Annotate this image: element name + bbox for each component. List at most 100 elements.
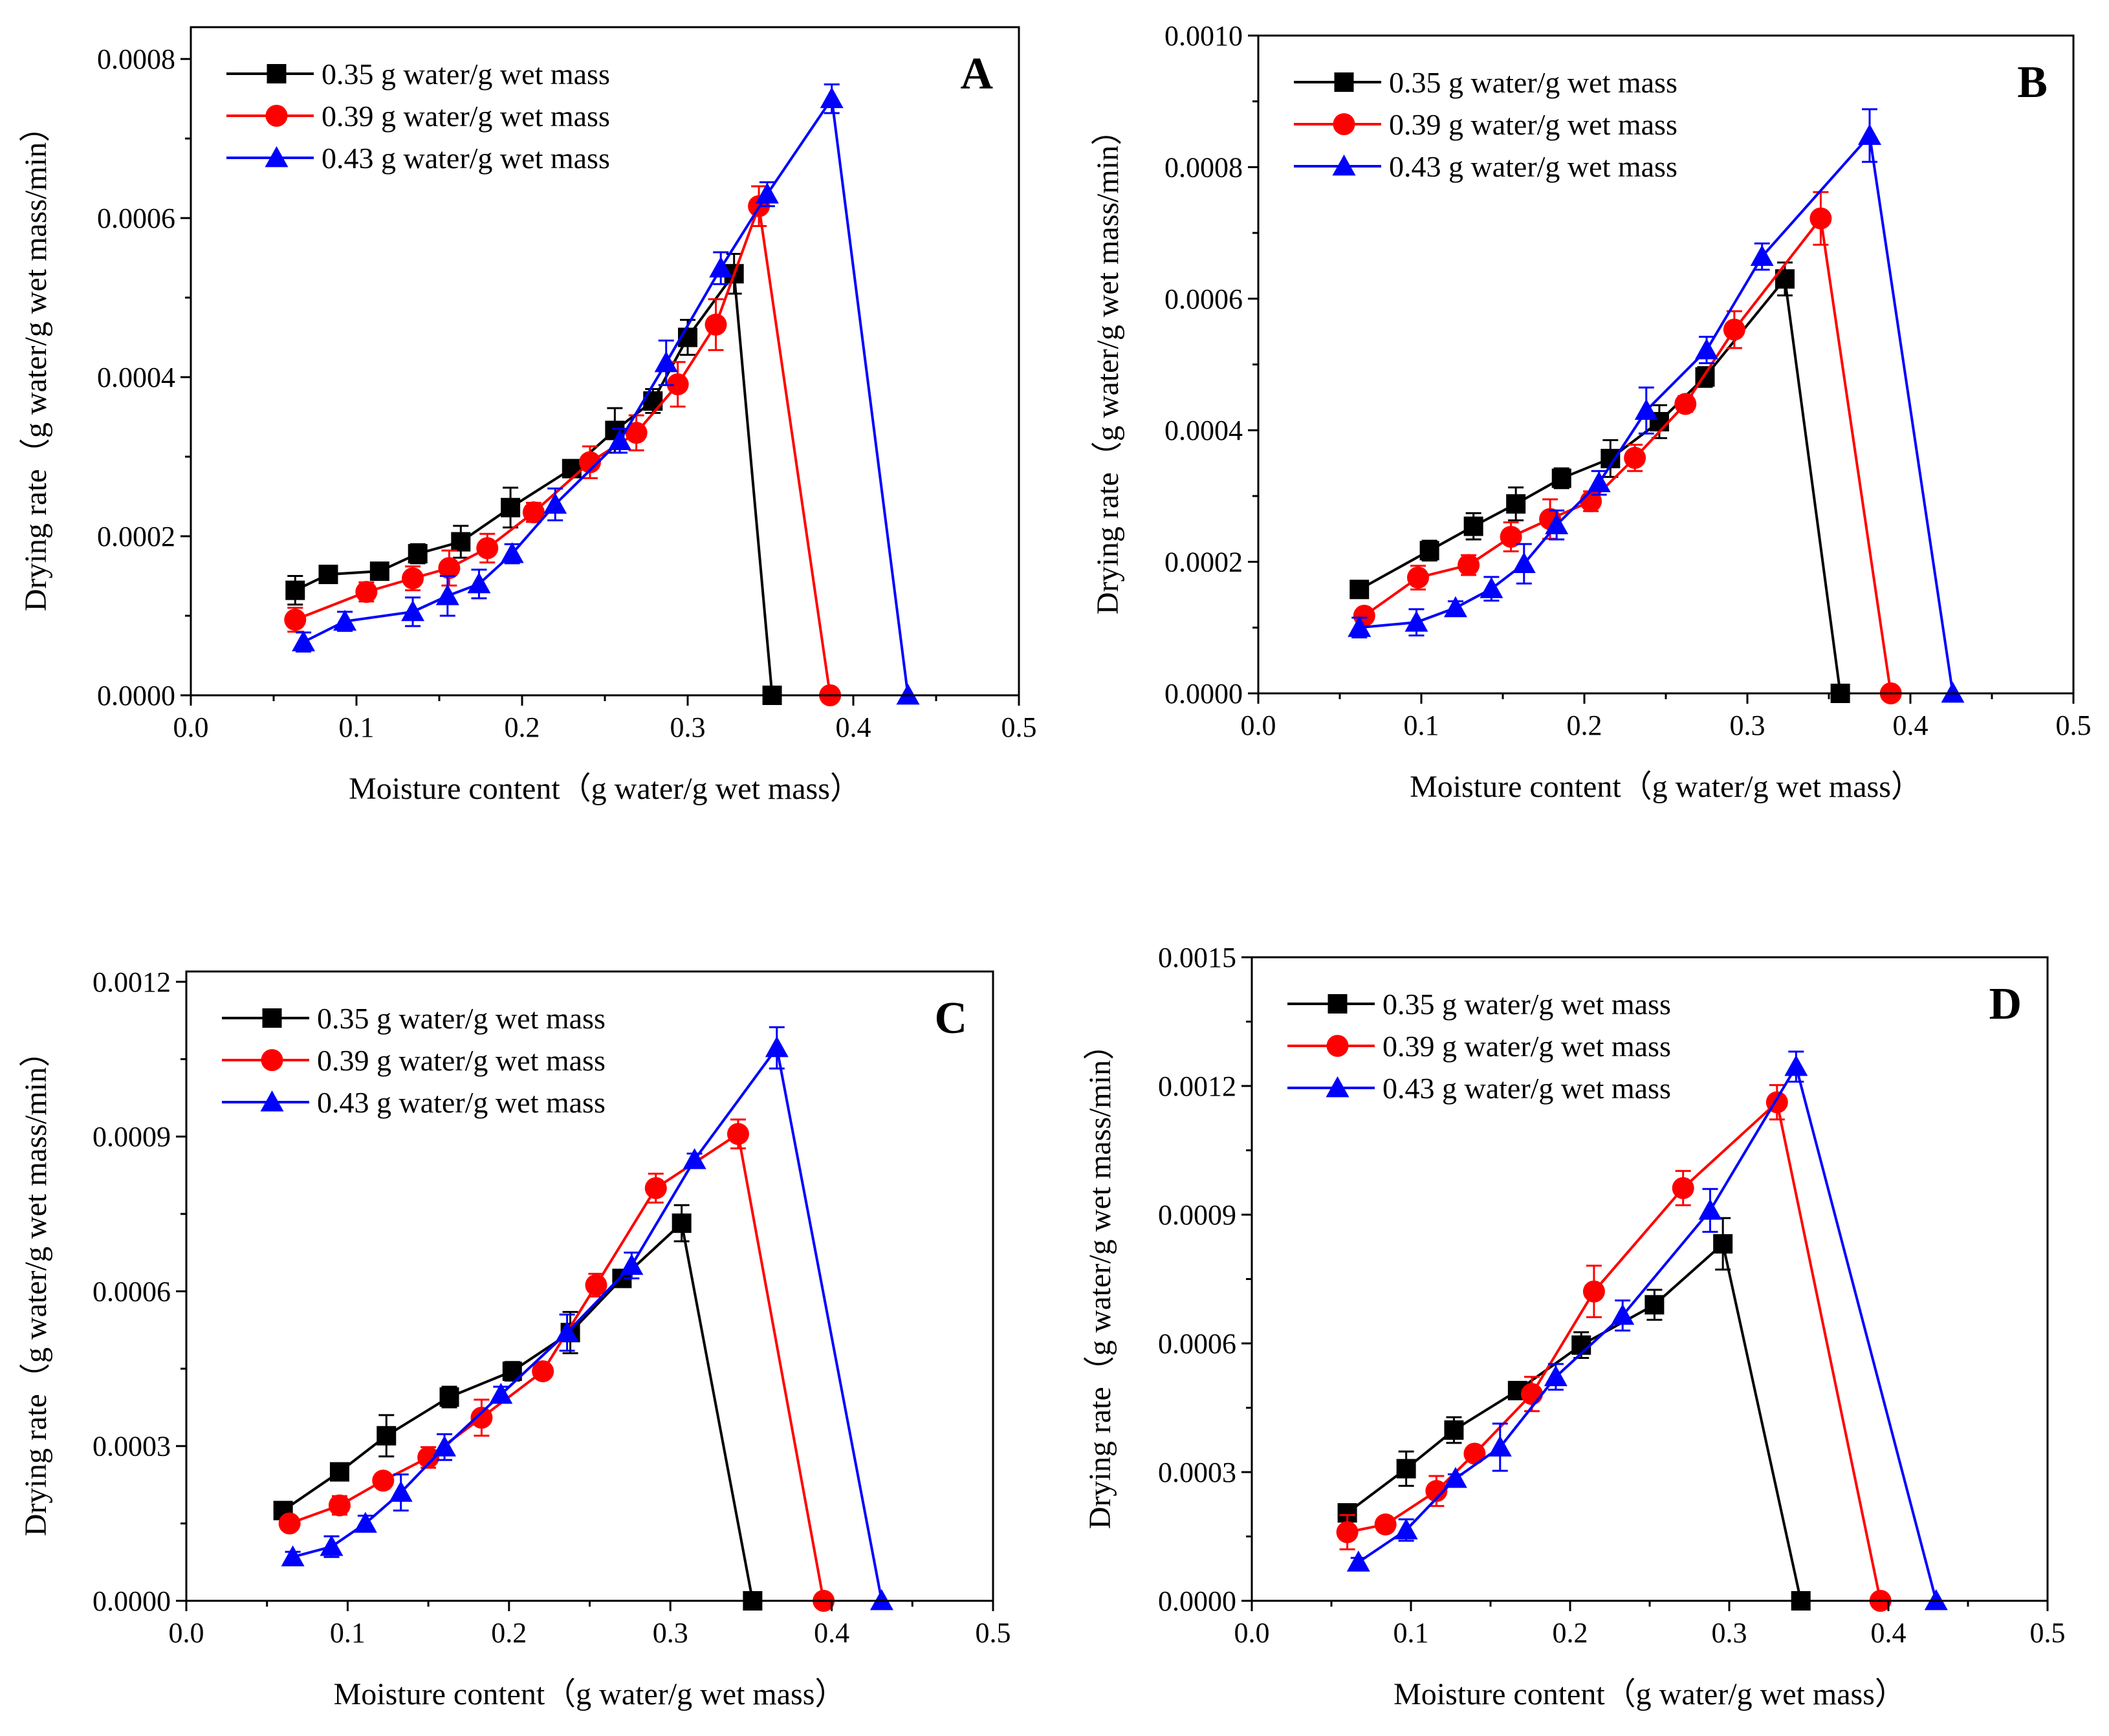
panel-d-label: D — [1989, 979, 2022, 1029]
panel-b-series-043-point-0 — [1348, 616, 1371, 637]
panel-b-series-039-point-3 — [1500, 525, 1522, 548]
panel-b-x-tick-label-0: 0.0 — [1241, 710, 1276, 741]
panel-a-legend-entry-043: 0.43 g water/g wet mass — [226, 142, 610, 175]
panel-c-series-035-line — [282, 1221, 754, 1601]
panel-a-legend-text-043: 0.43 g water/g wet mass — [322, 142, 610, 175]
panel-a-x-tick-label-1: 0.1 — [339, 711, 375, 743]
panel-c-series-043-point-8 — [683, 1148, 706, 1169]
panel-b-y-tick-label-4: 0.0008 — [1164, 151, 1243, 183]
panel-c-series-043-point-3 — [389, 1481, 413, 1502]
panel-b-legend-entry-043: 0.43 g water/g wet mass — [1294, 150, 1677, 183]
panel-a-series-043-point-10 — [755, 182, 779, 204]
panel-c-y-tick-label-2: 0.0006 — [93, 1275, 171, 1307]
panel-a-series-043-point-5 — [500, 542, 524, 563]
panel-a-series-039-point-3 — [438, 557, 461, 580]
panel-b-legend-marker-043-shape — [1332, 155, 1356, 176]
panel-d-series-043-line — [1357, 1063, 1938, 1601]
panel-d-x-tick-label-3: 0.3 — [1712, 1617, 1747, 1649]
panel-d-x-tick-label-2: 0.2 — [1553, 1617, 1588, 1649]
panel-c-series-035-point-2 — [377, 1426, 397, 1446]
panel-d-series-043-point-5 — [1611, 1303, 1635, 1325]
panel-d-legend-text-043: 0.43 g water/g wet mass — [1382, 1072, 1671, 1105]
panel-a-legend-marker-043-shape — [265, 146, 289, 168]
panel-d-series-039-point-2 — [1425, 1480, 1448, 1503]
panel-d: 0.0 0.1 0.2 0.3 0.4 0.5 0.0000 0.0003 0.0006 0.00… — [1083, 942, 2066, 1711]
panel-c-y-axis-title: Drying rate（g water/g wet mass/min） — [19, 1036, 53, 1536]
panel-d-series-035-point-5 — [1645, 1295, 1665, 1315]
panel-d-series-035-point-1 — [1396, 1459, 1416, 1479]
panel-d-series-039-point-3 — [1463, 1442, 1486, 1465]
panel-b-series-039-point-6 — [1624, 446, 1646, 469]
panel-b-series-043-point-7 — [1634, 398, 1658, 420]
panel-a-series-039-point-4 — [476, 537, 499, 559]
panel-a-legend-text-039: 0.39 g water/g wet mass — [322, 100, 610, 133]
panel-b-y-tick-label-5: 0.0010 — [1164, 20, 1243, 52]
panel-b-series-043-point-6 — [1587, 471, 1611, 492]
panel-a: 0.0 0.1 0.2 0.3 0.4 0.5 0.0000 0.0002 0.0004 0.00… — [19, 26, 1037, 806]
panel-d-y-tick-label-3: 0.0009 — [1158, 1199, 1236, 1231]
panel-c-y-tick-label-1: 0.0003 — [93, 1431, 171, 1462]
panel-a-series-039-point-7 — [625, 422, 648, 444]
panel-c-y-tick-label-3: 0.0009 — [93, 1121, 171, 1153]
panel-d-ticks: 0.0 0.1 0.2 0.3 0.4 0.5 0.0000 0.0003 0.0006 0.00… — [1158, 942, 2066, 1649]
panel-c-series-039-point-4 — [470, 1406, 493, 1429]
panel-c-series-035-point-1 — [329, 1462, 349, 1482]
panel-a-series-043-point-4 — [467, 572, 491, 594]
panel-b-legend-marker-039 — [1333, 113, 1355, 135]
panel-d-series-039-point-5 — [1582, 1280, 1605, 1303]
panel-b-legend-text-039: 0.39 g water/g wet mass — [1389, 108, 1677, 141]
panel-a-series-043-point-3 — [435, 584, 459, 605]
panel-a-x-tick-label-3: 0.3 — [670, 711, 706, 743]
panel-b-series-043-point-11 — [1941, 682, 1965, 703]
panel-d-series-043-point-6 — [1698, 1199, 1722, 1220]
panel-a-y-tick-label-3: 0.0006 — [97, 202, 175, 234]
panel-b-legend-entry-035: 0.35 g water/g wet mass — [1294, 66, 1677, 99]
panel-b-series-043-point-5 — [1545, 513, 1569, 535]
panel-c-series-039-point-7 — [644, 1177, 667, 1199]
panel-a-x-tick-label-0: 0.0 — [173, 711, 209, 743]
panel-a-series-043-point-11 — [820, 87, 844, 109]
panel-d-series-043 — [1346, 1050, 1948, 1611]
panel-c-legend-marker-043-shape — [260, 1090, 284, 1112]
panel-d-series-039-point-6 — [1672, 1177, 1694, 1199]
panel-d-series-035-line — [1346, 1241, 1802, 1601]
panel-c-x-tick-label-0: 0.0 — [169, 1617, 204, 1649]
panel-a-ticks: 0.0 0.1 0.2 0.3 0.4 0.5 0.0000 0.0002 0.0004 0.00… — [97, 43, 1037, 743]
panel-a-series-039-point-5 — [522, 501, 545, 524]
panel-c-legend-text-035: 0.35 g water/g wet mass — [317, 1002, 606, 1035]
panel-c-series-043 — [281, 1026, 893, 1611]
panel-a-series-043-point-2 — [401, 600, 425, 622]
panel-b-x-tick-label-4: 0.4 — [1893, 710, 1929, 741]
panel-c-legend-entry-035: 0.35 g water/g wet mass — [222, 1002, 606, 1035]
panel-c-legend-text-039: 0.39 g water/g wet mass — [317, 1044, 606, 1077]
panel-b-series-043-point-3 — [1480, 577, 1503, 598]
panel-d-series-035 — [1337, 1217, 1811, 1611]
panel-c-series-039-point-0 — [278, 1512, 301, 1535]
panel-c-series-039-point-8 — [727, 1123, 749, 1145]
panel-a-y-tick-label-2: 0.0004 — [97, 362, 175, 393]
panel-a-legend-marker-035 — [267, 64, 287, 83]
panel-d-legend: 0.35 g water/g wet mass 0.39 g water/g w… — [1287, 988, 1671, 1105]
panel-a-series-035-point-1 — [318, 565, 338, 585]
panel-b-series-035-point-0 — [1350, 580, 1370, 600]
panel-c-legend-entry-043: 0.43 g water/g wet mass — [222, 1086, 606, 1119]
panel-c-series-039-point-3 — [417, 1446, 440, 1469]
panel-d-y-tick-label-5: 0.0015 — [1158, 942, 1236, 973]
panel-a-series-043-point-8 — [654, 351, 678, 373]
panel-d-legend-marker-043 — [1326, 1076, 1350, 1098]
panel-b-series-043-point-1 — [1404, 611, 1428, 632]
panel-b-label: B — [2017, 58, 2048, 107]
panel-d-y-tick-label-2: 0.0006 — [1158, 1328, 1236, 1360]
panel-a-series-039-point-8 — [666, 373, 689, 396]
panel-c-series-043-point-10 — [869, 1589, 893, 1611]
panel-d-x-tick-label-5: 0.5 — [2030, 1617, 2066, 1649]
panel-d-series-035-point-6 — [1713, 1234, 1733, 1254]
panel-b-series-039-point-7 — [1674, 393, 1697, 415]
panel-b-series-043-point-10 — [1858, 124, 1881, 145]
panel-a-legend: 0.35 g water/g wet mass 0.39 g water/g w… — [226, 58, 610, 175]
panel-a-x-tick-label-5: 0.5 — [1001, 711, 1037, 743]
panel-a-series-035-point-2 — [369, 561, 389, 581]
panel-a-series-039-point-9 — [705, 313, 727, 336]
panel-b-series-039-point-8 — [1723, 318, 1745, 341]
panel-c-series-043-point-0 — [281, 1545, 305, 1567]
